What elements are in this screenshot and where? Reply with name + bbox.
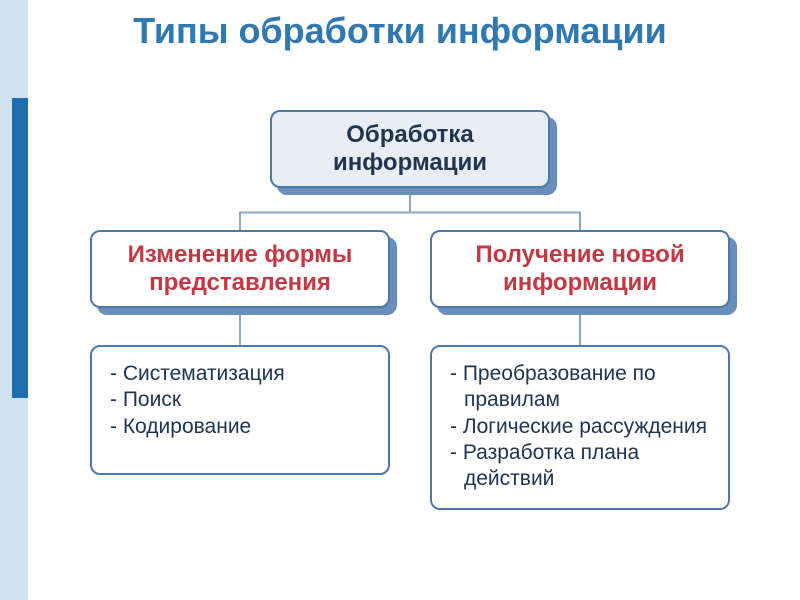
root-box: Обработка информации: [270, 110, 550, 188]
right-branch-box: Получение новой информации: [430, 230, 730, 308]
left-branch-box: Изменение формы представления: [90, 230, 390, 308]
leaf-item: - Преобразование по правилам: [450, 361, 714, 414]
left-accent-dark: [12, 98, 28, 398]
left-leaf-box: - Систематизация- Поиск- Кодирование: [90, 345, 390, 475]
diagram-container: Обработка информации Изменение формы пре…: [80, 110, 760, 580]
leaf-item: - Логические рассуждения: [450, 414, 714, 440]
left-accent-bar: [0, 0, 28, 600]
right-leaf-box: - Преобразование по правилам- Логические…: [430, 345, 730, 510]
leaf-item: - Систематизация: [110, 361, 374, 387]
page-title: Типы обработки информации: [0, 0, 800, 51]
leaf-item: - Кодирование: [110, 414, 374, 440]
leaf-item: - Поиск: [110, 387, 374, 413]
leaf-item: - Разработка плана действий: [450, 440, 714, 493]
